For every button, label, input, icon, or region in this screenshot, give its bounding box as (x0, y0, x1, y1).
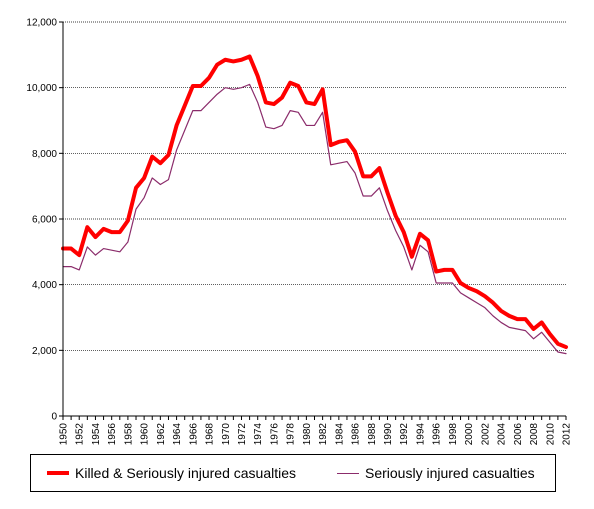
x-tick-label: 1998 (448, 423, 459, 446)
x-tick-label: 1982 (318, 423, 329, 446)
x-tick-label: 2008 (529, 423, 540, 446)
x-tick-label: 1952 (75, 423, 86, 446)
x-tick-label: 1986 (351, 423, 362, 446)
legend-swatch-killed-seriously-injured (47, 471, 69, 475)
x-axis-ticks: 1950 1952 1954 1956 1958 1960 1962 1964 1966 1968… (59, 416, 573, 445)
x-tick-label: 1972 (237, 423, 248, 446)
y-tick-label: 8,000 (32, 149, 57, 160)
legend-item-killed-seriously-injured: Killed & Seriously injured casualties (47, 465, 296, 481)
y-tick-label: 10,000 (26, 83, 57, 94)
x-tick-label: 1974 (253, 423, 264, 446)
legend-item-seriously-injured: Seriously injured casualties (337, 465, 535, 481)
x-tick-label: 1968 (205, 423, 216, 446)
x-tick-label: 2002 (480, 423, 491, 446)
x-tick-label: 1958 (123, 423, 134, 446)
series-line-killed-seriously-injured (61, 54, 568, 350)
y-tick-label: 6,000 (32, 215, 57, 226)
x-tick-label: 1992 (399, 423, 410, 446)
x-tick-label: 1996 (432, 423, 443, 446)
x-tick-label: 1978 (286, 423, 297, 446)
x-tick-label: 1954 (91, 423, 102, 446)
x-tick-label: 1994 (415, 423, 426, 446)
x-tick-label: 1990 (383, 423, 394, 446)
x-tick-label: 1970 (221, 423, 232, 446)
series-lines (61, 54, 568, 355)
y-tick-label: 0 (51, 412, 57, 423)
legend-swatch-seriously-injured (337, 472, 359, 474)
x-tick-label: 1964 (172, 423, 183, 446)
x-tick-label: 2004 (497, 423, 508, 446)
x-tick-label: 2012 (562, 423, 573, 446)
x-tick-label: 2000 (464, 423, 475, 446)
x-tick-label: 1984 (334, 423, 345, 446)
x-tick-label: 1960 (140, 423, 151, 446)
y-tick-label: 12,000 (26, 18, 57, 29)
x-tick-label: 1950 (59, 423, 70, 446)
x-tick-label: 1966 (188, 423, 199, 446)
y-tick-label: 2,000 (32, 346, 57, 357)
x-tick-label: 1976 (269, 423, 280, 446)
legend-label-killed-seriously-injured: Killed & Seriously injured casualties (75, 465, 296, 481)
y-tick-label: 4,000 (32, 280, 57, 291)
x-tick-label: 1980 (302, 423, 313, 446)
axes (62, 22, 566, 417)
x-tick-label: 2010 (545, 423, 556, 446)
legend: Killed & Seriously injured casualties Se… (30, 454, 556, 492)
x-tick-label: 1988 (367, 423, 378, 446)
x-tick-label: 2006 (513, 423, 524, 446)
legend-label-seriously-injured: Seriously injured casualties (365, 465, 535, 481)
x-tick-label: 1962 (156, 423, 167, 446)
x-tick-label: 1956 (107, 423, 118, 446)
series-line-seriously-injured (62, 83, 567, 355)
y-axis-ticks: 0 2,000 4,000 6,000 8,000 10,000 12,000 (26, 18, 63, 423)
